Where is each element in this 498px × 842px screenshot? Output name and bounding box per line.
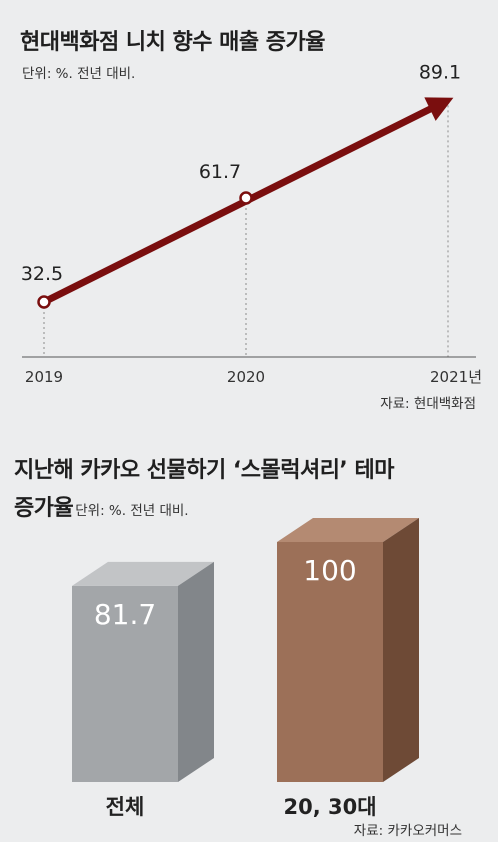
bar-2-value-label: 100 — [303, 554, 356, 587]
line-chart: 32.5 61.7 89.1 2019 2020 2021년 — [21, 61, 482, 386]
chart1-point-2020 — [239, 191, 253, 205]
chart2-unit: 단위: %. 전년 대비. — [75, 503, 189, 519]
chart1-unit: 단위: %. 전년 대비. — [22, 66, 136, 82]
chart2-source: 자료: 카카오커머스 — [353, 823, 462, 839]
chart1-arrowhead — [424, 97, 454, 121]
chart1-tick-2020: 2020 — [227, 368, 265, 386]
bar-chart-bar-1 — [72, 561, 214, 782]
chart1-point-2019 — [37, 295, 51, 309]
chart2-title-line1: 지난해 카카오 선물하기 ‘스몰럭셔리’ 테마 — [14, 458, 394, 483]
chart1-data-label-2019: 32.5 — [21, 263, 63, 285]
bar-2-front-face — [277, 542, 383, 782]
chart1-data-label-2021: 89.1 — [419, 61, 461, 83]
bar-1-category-label: 전체 — [106, 795, 145, 819]
bar-chart: 81.7 100 전체 20, 30대 — [72, 518, 419, 819]
chart1-tick-2021: 2021년 — [430, 368, 482, 386]
bar-2-side-face — [383, 518, 419, 782]
chart1-source: 자료: 현대백화점 — [380, 396, 476, 412]
chart1-title: 현대백화점 니치 향수 매출 증가율 — [20, 30, 326, 55]
bar-2-top-face — [277, 518, 419, 542]
bar-chart-bar-2 — [277, 518, 419, 782]
chart1-tick-2019: 2019 — [25, 368, 63, 386]
bar-1-side-face — [178, 561, 214, 782]
bar-1-value-label: 81.7 — [94, 598, 156, 631]
bar-1-top-face — [72, 561, 214, 586]
bar-2-category-label: 20, 30대 — [283, 795, 376, 819]
chart1-series-line — [40, 105, 434, 306]
chart2-title-line2: 증가율 — [14, 496, 74, 521]
bar-1-front-face — [72, 585, 178, 782]
chart1-data-label-2020: 61.7 — [199, 161, 241, 183]
